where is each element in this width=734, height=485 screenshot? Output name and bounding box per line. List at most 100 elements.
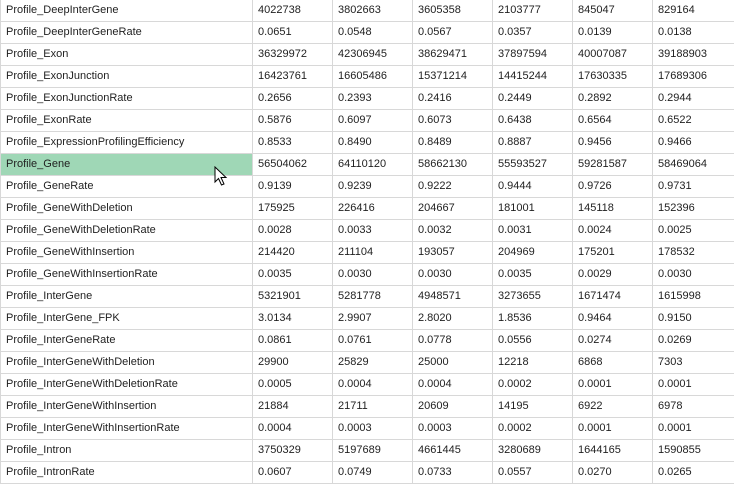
- value-cell[interactable]: 15371214: [412, 65, 493, 88]
- value-cell[interactable]: 0.0778: [412, 329, 493, 352]
- value-cell[interactable]: 1.8536: [492, 307, 573, 330]
- value-cell[interactable]: 3605358: [412, 0, 493, 22]
- value-cell[interactable]: 2.9907: [332, 307, 413, 330]
- value-cell[interactable]: 38629471: [412, 43, 493, 66]
- value-cell[interactable]: 829164: [652, 0, 734, 22]
- metric-name-cell[interactable]: Profile_ExpressionProfilingEfficiency: [0, 131, 253, 154]
- value-cell[interactable]: 0.6522: [652, 109, 734, 132]
- value-cell[interactable]: 25000: [412, 351, 493, 374]
- value-cell[interactable]: 0.2416: [412, 87, 493, 110]
- metric-name-cell[interactable]: Profile_InterGeneWithInsertionRate: [0, 417, 253, 440]
- value-cell[interactable]: 5197689: [332, 439, 413, 462]
- value-cell[interactable]: 0.0733: [412, 461, 493, 484]
- table-row[interactable]: Profile_ExonJunction 16423761 16605486 1537…: [0, 65, 734, 88]
- value-cell[interactable]: 17630335: [572, 65, 653, 88]
- metric-name-cell[interactable]: Profile_GeneWithInsertionRate: [0, 263, 253, 286]
- value-cell[interactable]: 39188903: [652, 43, 734, 66]
- value-cell[interactable]: 0.9731: [652, 175, 734, 198]
- value-cell[interactable]: 64110120: [332, 153, 413, 176]
- value-cell[interactable]: 0.0265: [652, 461, 734, 484]
- value-cell[interactable]: 0.2944: [652, 87, 734, 110]
- value-cell[interactable]: 0.0035: [252, 263, 333, 286]
- value-cell[interactable]: 175201: [572, 241, 653, 264]
- value-cell[interactable]: 0.0024: [572, 219, 653, 242]
- value-cell[interactable]: 0.0029: [572, 263, 653, 286]
- value-cell[interactable]: 0.0031: [492, 219, 573, 242]
- value-cell[interactable]: 0.0761: [332, 329, 413, 352]
- value-cell[interactable]: 0.0004: [412, 373, 493, 396]
- value-cell[interactable]: 42306945: [332, 43, 413, 66]
- value-cell[interactable]: 55593527: [492, 153, 573, 176]
- metric-name-cell[interactable]: Profile_InterGene: [0, 285, 253, 308]
- value-cell[interactable]: 214420: [252, 241, 333, 264]
- metric-name-cell[interactable]: Profile_InterGeneRate: [0, 329, 253, 352]
- value-cell[interactable]: 6922: [572, 395, 653, 418]
- value-cell[interactable]: 16605486: [332, 65, 413, 88]
- value-cell[interactable]: 0.0001: [572, 373, 653, 396]
- value-cell[interactable]: 56504062: [252, 153, 333, 176]
- value-cell[interactable]: 0.9464: [572, 307, 653, 330]
- metric-name-cell[interactable]: Profile_GeneWithDeletionRate: [0, 219, 253, 242]
- value-cell[interactable]: 58469064: [652, 153, 734, 176]
- table-row[interactable]: Profile_GeneWithDeletion 175925 226416 2046…: [0, 197, 734, 220]
- metric-name-cell[interactable]: Profile_InterGeneWithDeletionRate: [0, 373, 253, 396]
- value-cell[interactable]: 6868: [572, 351, 653, 374]
- table-row[interactable]: Profile_InterGeneWithDeletion 29900 25829 2…: [0, 351, 734, 374]
- table-row[interactable]: Profile_GeneWithInsertionRate 0.0035 0.003…: [0, 263, 734, 286]
- table-row[interactable]: Profile_GeneRate 0.9139 0.9239 0.9222 0.9444…: [0, 175, 734, 198]
- value-cell[interactable]: 0.0032: [412, 219, 493, 242]
- value-cell[interactable]: 0.0003: [412, 417, 493, 440]
- metric-name-cell[interactable]: Profile_GeneRate: [0, 175, 253, 198]
- table-row[interactable]: Profile_InterGene 5321901 5281778 4948571 32…: [0, 285, 734, 308]
- value-cell[interactable]: 7303: [652, 351, 734, 374]
- table-row[interactable]: Profile_InterGeneRate 0.0861 0.0761 0.0778 0…: [0, 329, 734, 352]
- value-cell[interactable]: 226416: [332, 197, 413, 220]
- metric-name-cell[interactable]: Profile_Intron: [0, 439, 253, 462]
- metric-name-cell[interactable]: Profile_InterGeneWithInsertion: [0, 395, 253, 418]
- metric-name-cell[interactable]: Profile_IntronRate: [0, 461, 253, 484]
- value-cell[interactable]: 16423761: [252, 65, 333, 88]
- table-row[interactable]: Profile_ExonJunctionRate 0.2656 0.2393 0.24…: [0, 87, 734, 110]
- value-cell[interactable]: 0.0002: [492, 417, 573, 440]
- value-cell[interactable]: 0.0030: [652, 263, 734, 286]
- value-cell[interactable]: 0.9456: [572, 131, 653, 154]
- value-cell[interactable]: 145118: [572, 197, 653, 220]
- value-cell[interactable]: 3802663: [332, 0, 413, 22]
- value-cell[interactable]: 6978: [652, 395, 734, 418]
- value-cell[interactable]: 0.8489: [412, 131, 493, 154]
- value-cell[interactable]: 5281778: [332, 285, 413, 308]
- value-cell[interactable]: 1671474: [572, 285, 653, 308]
- value-cell[interactable]: 0.0001: [572, 417, 653, 440]
- table-row[interactable]: Profile_InterGeneWithInsertion 21884 21711…: [0, 395, 734, 418]
- value-cell[interactable]: 5321901: [252, 285, 333, 308]
- metric-name-cell[interactable]: Profile_DeepInterGene: [0, 0, 253, 22]
- value-cell[interactable]: 36329972: [252, 43, 333, 66]
- value-cell[interactable]: 0.0003: [332, 417, 413, 440]
- value-cell[interactable]: 0.9239: [332, 175, 413, 198]
- value-cell[interactable]: 0.0270: [572, 461, 653, 484]
- value-cell[interactable]: 59281587: [572, 153, 653, 176]
- value-cell[interactable]: 0.6564: [572, 109, 653, 132]
- value-cell[interactable]: 0.0861: [252, 329, 333, 352]
- value-cell[interactable]: 3750329: [252, 439, 333, 462]
- value-cell[interactable]: 3.0134: [252, 307, 333, 330]
- value-cell[interactable]: 0.0357: [492, 21, 573, 44]
- value-cell[interactable]: 0.2393: [332, 87, 413, 110]
- value-cell[interactable]: 29900: [252, 351, 333, 374]
- value-cell[interactable]: 0.0035: [492, 263, 573, 286]
- metric-name-cell[interactable]: Profile_ExonJunctionRate: [0, 87, 253, 110]
- value-cell[interactable]: 14415244: [492, 65, 573, 88]
- value-cell[interactable]: 175925: [252, 197, 333, 220]
- metric-name-cell[interactable]: Profile_DeepInterGeneRate: [0, 21, 253, 44]
- value-cell[interactable]: 0.6073: [412, 109, 493, 132]
- value-cell[interactable]: 0.8490: [332, 131, 413, 154]
- value-cell[interactable]: 2.8020: [412, 307, 493, 330]
- value-cell[interactable]: 0.9222: [412, 175, 493, 198]
- value-cell[interactable]: 0.9726: [572, 175, 653, 198]
- value-cell[interactable]: 0.0004: [332, 373, 413, 396]
- metric-name-cell[interactable]: Profile_InterGeneWithDeletion: [0, 351, 253, 374]
- value-cell[interactable]: 0.0001: [652, 417, 734, 440]
- value-cell[interactable]: 21711: [332, 395, 413, 418]
- value-cell[interactable]: 1644165: [572, 439, 653, 462]
- value-cell[interactable]: 0.6438: [492, 109, 573, 132]
